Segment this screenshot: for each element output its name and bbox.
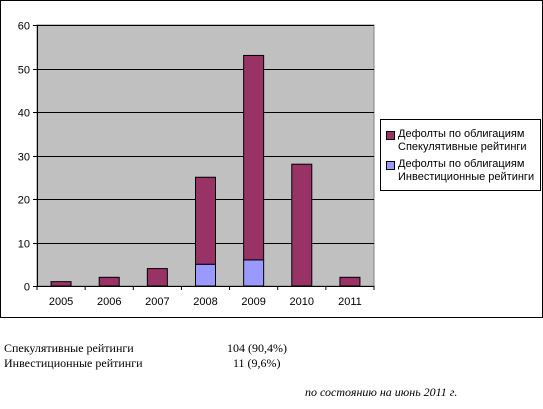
legend-swatch-investment	[386, 161, 395, 170]
bar-chart: 0 10 20 30 40 50 60 2005 2006 2007 2008 2009 2010 201…	[18, 21, 375, 308]
x-tick-label: 2006	[97, 296, 121, 308]
bar-segment	[291, 163, 313, 287]
summary-value-investment: 11 (9,6%)	[233, 356, 281, 370]
bar-segment	[243, 54, 265, 261]
x-tick-label: 2011	[338, 296, 362, 308]
bar-layer	[50, 54, 361, 287]
chart-frame: 0 10 20 30 40 50 60 2005 2006 2007 2008 2009 2010 201…	[0, 0, 543, 318]
legend-label-speculative-line1: Дефолты по облигациям	[398, 128, 525, 140]
bar-segment	[243, 259, 265, 287]
bar-segment	[339, 276, 361, 287]
x-tick-label: 2009	[241, 296, 265, 308]
x-tick-label: 2008	[193, 296, 217, 308]
bar-segment	[50, 281, 72, 287]
y-tick-label: 60	[18, 21, 30, 33]
y-tick-label: 10	[18, 239, 30, 251]
x-tick-label: 2010	[290, 296, 314, 308]
y-tick-label: 20	[18, 195, 30, 207]
legend-swatch-speculative	[386, 131, 395, 140]
bar-segment	[146, 268, 168, 287]
y-tick-label: 0	[24, 282, 30, 294]
bar-segment	[195, 263, 216, 287]
x-tick-label: 2005	[49, 296, 73, 308]
summary-label-speculative: Спекулятивные рейтинги	[4, 341, 134, 355]
legend-label-investment-line2: Инвестиционные рейтинги	[398, 171, 535, 183]
axis-layer: 0 10 20 30 40 50 60 2005 2006 2007 2008 2009 2010 201…	[18, 21, 375, 308]
summary-label-investment: Инвестиционные рейтинги	[4, 356, 143, 370]
legend-label-investment-line1: Дефолты по облигациям	[398, 158, 525, 170]
x-tick-label: 2007	[145, 296, 169, 308]
footnote: по состоянию на июнь 2011 г.	[305, 385, 458, 399]
legend-label-speculative-line2: Спекулятивные рейтинги	[398, 141, 527, 153]
bar-segment	[98, 276, 120, 287]
legend: Дефолты по облигациям Спекулятивные рейт…	[380, 119, 541, 191]
y-tick-label: 50	[18, 65, 30, 77]
y-tick-label: 30	[18, 152, 30, 164]
summary-value-speculative: 104 (90,4%)	[227, 341, 287, 355]
bar-segment	[195, 176, 216, 265]
y-tick-label: 40	[18, 108, 30, 120]
